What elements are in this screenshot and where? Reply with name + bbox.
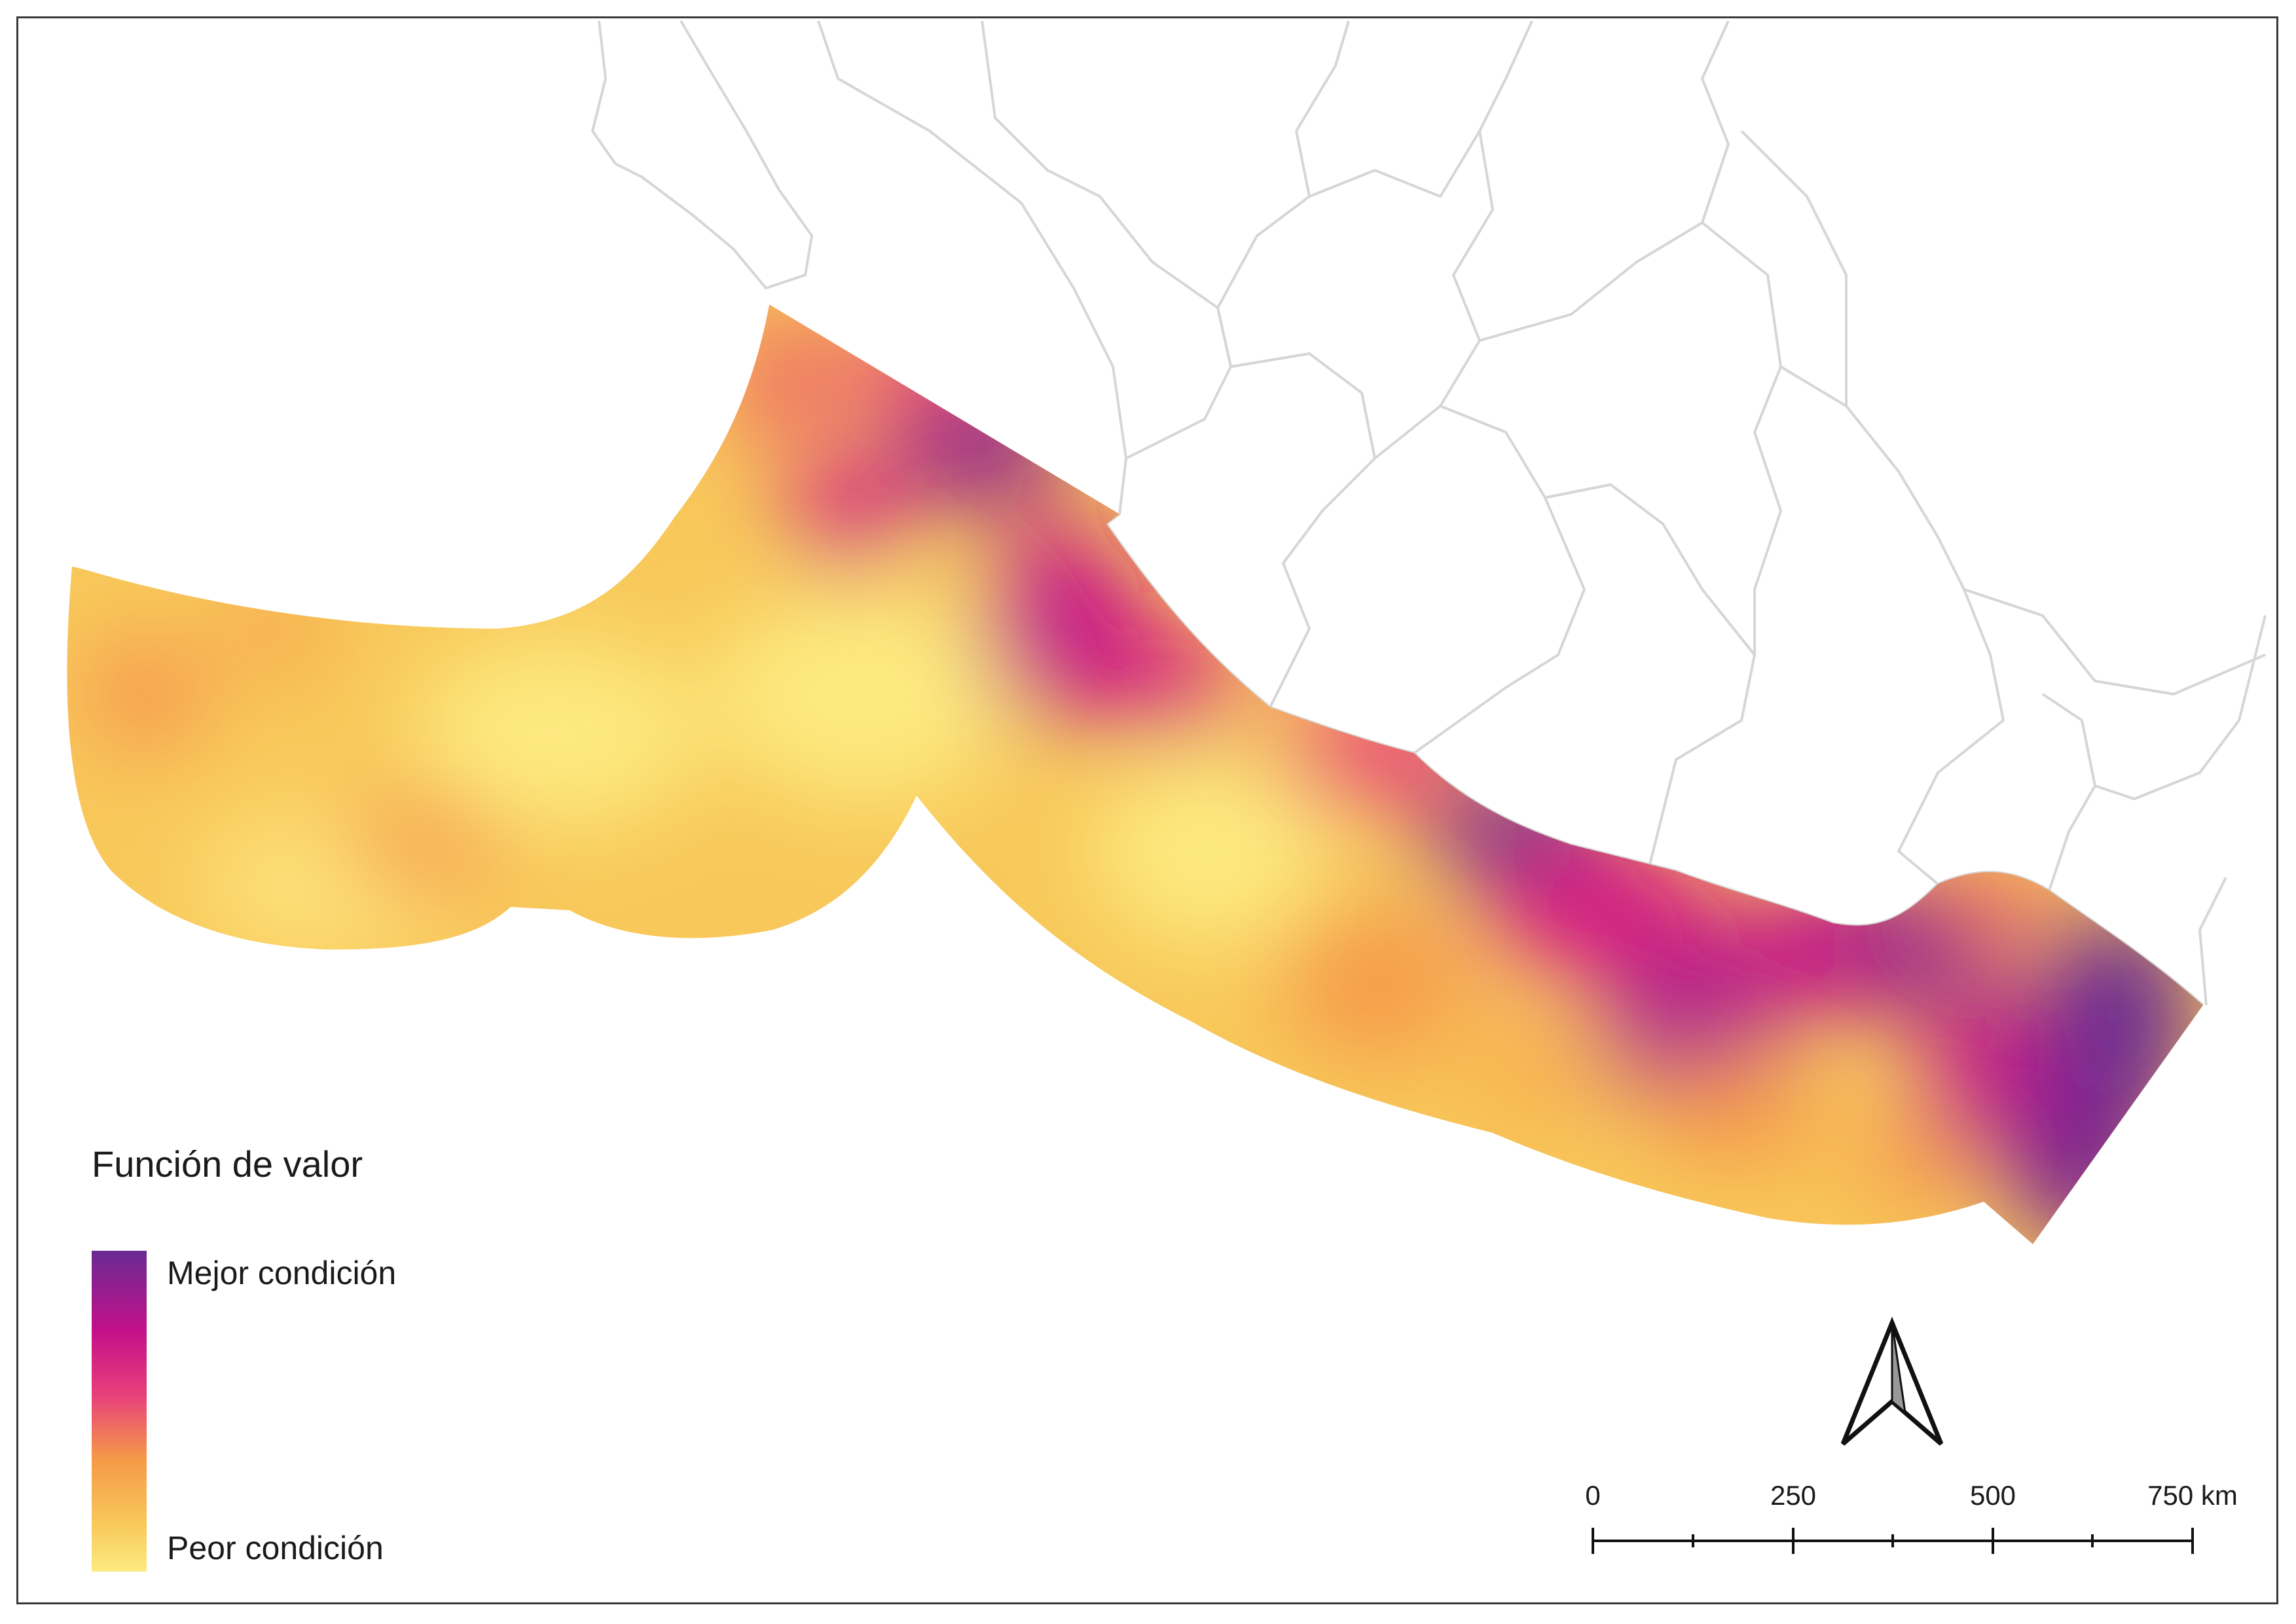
legend-color-ramp bbox=[92, 1251, 147, 1572]
heat-blob bbox=[1093, 629, 1237, 733]
state-border bbox=[1216, 130, 1481, 308]
scale-label-250: 250 bbox=[1770, 1480, 1817, 1511]
state-border bbox=[1295, 20, 1350, 197]
state-border bbox=[1479, 20, 1730, 342]
heat-blob bbox=[412, 642, 701, 825]
state-border bbox=[2198, 877, 2227, 1006]
state-border bbox=[1779, 365, 2005, 885]
state-border bbox=[2041, 693, 2096, 891]
heat-blob bbox=[1283, 904, 1467, 1061]
coastline bbox=[591, 20, 813, 289]
heat-blob bbox=[1486, 838, 1722, 982]
legend-title: Función de valor bbox=[92, 1143, 363, 1185]
state-border bbox=[2094, 615, 2267, 800]
state-border bbox=[1374, 405, 1586, 754]
legend-high-label: Mejor condición bbox=[167, 1255, 397, 1291]
north-arrow-shade bbox=[1891, 1322, 1907, 1415]
scale-label-750: 750 km bbox=[2147, 1480, 2238, 1511]
heat-blob bbox=[714, 589, 1015, 799]
heat-blob bbox=[1460, 1022, 1617, 1126]
heat-blob bbox=[727, 314, 845, 445]
heat-blob bbox=[2003, 1087, 2160, 1244]
scale-label-0: 0 bbox=[1585, 1480, 1601, 1511]
state-border bbox=[981, 20, 1232, 460]
heat-blob bbox=[85, 642, 203, 747]
state-border bbox=[1544, 483, 1756, 865]
heat-blob bbox=[1859, 1120, 1977, 1211]
state-border bbox=[1701, 221, 1782, 655]
heat-blob bbox=[347, 799, 504, 891]
state-border bbox=[1439, 20, 1533, 407]
heat-blob bbox=[845, 327, 989, 406]
heat-blob bbox=[1093, 760, 1329, 943]
north-arrow-icon bbox=[1840, 1316, 1944, 1446]
legend-low-label: Peor condición bbox=[167, 1530, 384, 1566]
scale-label-500: 500 bbox=[1969, 1480, 2016, 1511]
heat-blob bbox=[223, 596, 327, 661]
heat-blob bbox=[1277, 701, 1473, 805]
scale-bar bbox=[1592, 1528, 2194, 1554]
heat-blob bbox=[1931, 864, 2049, 943]
state-border bbox=[1963, 588, 2266, 695]
state-border bbox=[1740, 130, 1848, 406]
state-border bbox=[1230, 352, 1376, 708]
heat-blob bbox=[1643, 1061, 1827, 1166]
heat-blob bbox=[792, 452, 910, 570]
